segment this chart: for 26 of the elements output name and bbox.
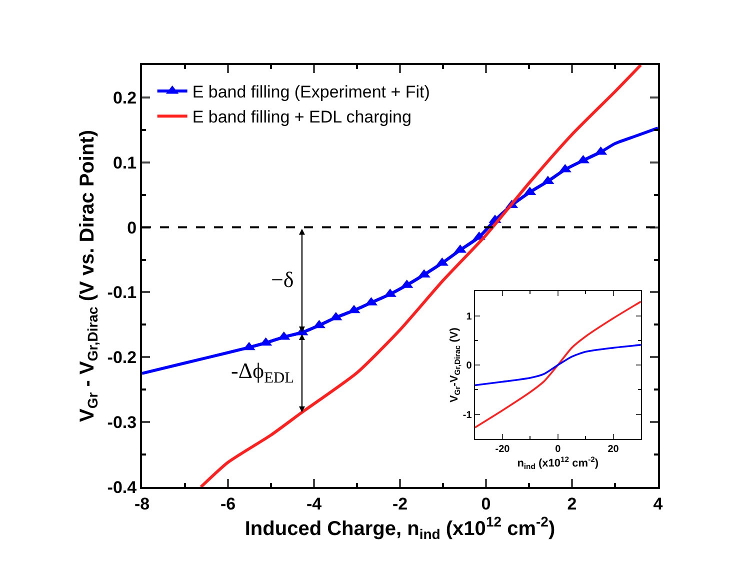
y-tick-label: -0.3 <box>107 413 137 432</box>
y-tick-label: -1 <box>462 410 472 421</box>
y-tick-label: -0.4 <box>107 478 138 497</box>
legend-label: E band filling (Experiment + Fit) <box>192 82 430 102</box>
y-tick-label: 1 <box>466 311 472 322</box>
x-axis-title: Induced Charge, n$_{ind}$ (x10$^{12}$ cm$^{-2}$) <box>244 513 556 542</box>
x-tick-label: 20 <box>608 444 620 455</box>
x-tick-label: -4 <box>306 494 322 514</box>
x-tick-label: 4 <box>653 494 664 514</box>
x-tick-label: -8 <box>134 494 150 514</box>
x-tick-label: 0 <box>555 444 562 455</box>
legend-label: E band filling + EDL charging <box>192 108 412 127</box>
x-tick-label: -2 <box>392 494 408 514</box>
x-tick-label: 0 <box>481 494 491 514</box>
y-tick-label: 0.1 <box>112 153 137 172</box>
y-tick-label: -0.1 <box>107 283 137 302</box>
annotation: -Δϕ$_{EDL}$ <box>231 358 294 387</box>
annotation: −δ <box>271 267 294 292</box>
y-tick-label: 0 <box>127 218 137 238</box>
x-tick-label: -20 <box>495 444 510 455</box>
y-tick-label: 0.2 <box>112 88 137 108</box>
x-tick-label: 2 <box>567 494 577 514</box>
x-tick-label: -6 <box>220 494 236 514</box>
y-tick-label: 0 <box>466 360 472 372</box>
x-axis-title: n$_{ind}$ (x10$^{12}$ cm$^{-2}$) <box>517 454 599 471</box>
y-tick-label: -0.2 <box>107 348 137 368</box>
